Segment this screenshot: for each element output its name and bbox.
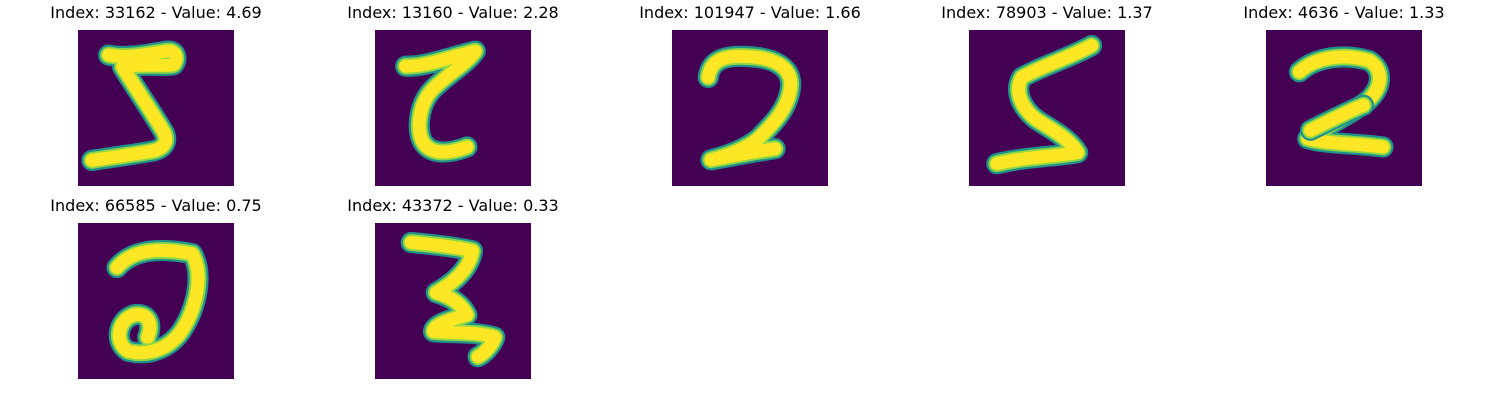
panel-title: Index: 78903 - Value: 1.37 xyxy=(941,3,1153,22)
panel-title: Index: 43372 - Value: 0.33 xyxy=(347,196,559,215)
digit-panel-5: Index: 66585 - Value: 0.75 xyxy=(36,196,276,381)
digit-panel-1: Index: 13160 - Value: 2.28 xyxy=(333,3,573,188)
panel-title: Index: 33162 - Value: 4.69 xyxy=(50,3,262,22)
digit-image xyxy=(78,30,234,186)
digit-stroke-layer xyxy=(990,39,1098,171)
digit-glyph-z-shape xyxy=(400,231,506,368)
digit-image xyxy=(78,223,234,379)
digit-glyph-s-shape xyxy=(986,35,1103,175)
digit-image xyxy=(969,30,1125,186)
digit-glyph-two xyxy=(697,45,802,171)
digit-panel-2: Index: 101947 - Value: 1.66 xyxy=(630,3,870,188)
digit-glyph-loop-two xyxy=(106,239,209,364)
digit-stroke-layer xyxy=(85,44,183,167)
digit-panel-3: Index: 78903 - Value: 1.37 xyxy=(927,3,1167,188)
panel-title: Index: 13160 - Value: 2.28 xyxy=(347,3,559,22)
panel-title: Index: 101947 - Value: 1.66 xyxy=(639,3,861,22)
digit-stroke-layer xyxy=(1304,98,1370,137)
digit-panel-4: Index: 4636 - Value: 1.33 xyxy=(1224,3,1464,188)
digit-stroke-layer xyxy=(701,49,798,167)
digit-glyph-reversed-z xyxy=(395,40,486,163)
digit-glyph-sigma-s xyxy=(81,40,187,171)
digit-stroke-layer xyxy=(399,44,482,159)
digit-image xyxy=(375,223,531,379)
digit-glyph-bold-two xyxy=(1288,46,1394,158)
digit-panel-0: Index: 33162 - Value: 4.69 xyxy=(36,3,276,188)
digit-image xyxy=(1266,30,1422,186)
digit-stroke-layer xyxy=(404,236,502,364)
digit-image xyxy=(672,30,828,186)
panel-title: Index: 66585 - Value: 0.75 xyxy=(50,196,262,215)
digit-image xyxy=(375,30,531,186)
digit-panel-6: Index: 43372 - Value: 0.33 xyxy=(333,196,573,381)
panel-title: Index: 4636 - Value: 1.33 xyxy=(1243,3,1445,22)
digit-stroke-layer xyxy=(110,244,205,360)
